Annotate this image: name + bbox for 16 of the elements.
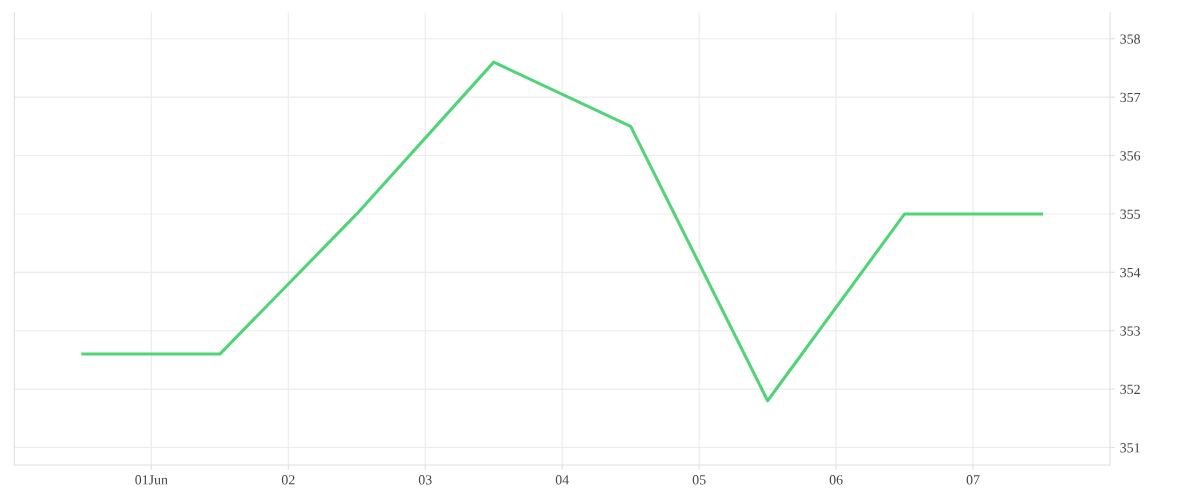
y-tick-label: 352 bbox=[1120, 384, 1140, 395]
y-tick-label: 354 bbox=[1120, 267, 1141, 278]
x-tick-label: 01Jun bbox=[135, 475, 168, 485]
y-tick-label: 358 bbox=[1120, 34, 1141, 44]
line-series bbox=[81, 60, 1044, 403]
x-tick-label: 05 bbox=[692, 475, 706, 485]
x-tick-label: 06 bbox=[829, 475, 843, 485]
y-tick-label: 355 bbox=[1120, 209, 1141, 219]
y-tick-label: 351 bbox=[1120, 443, 1140, 453]
x-tick-label: 03 bbox=[418, 475, 432, 485]
y-tick-label: 353 bbox=[1120, 326, 1141, 336]
x-tick-label: 02 bbox=[281, 475, 295, 485]
y-tick-label: 357 bbox=[1120, 92, 1141, 103]
x-tick-label: 07 bbox=[966, 475, 980, 485]
x-tick-label: 04 bbox=[555, 475, 569, 485]
y-tick-label: 356 bbox=[1120, 151, 1141, 161]
